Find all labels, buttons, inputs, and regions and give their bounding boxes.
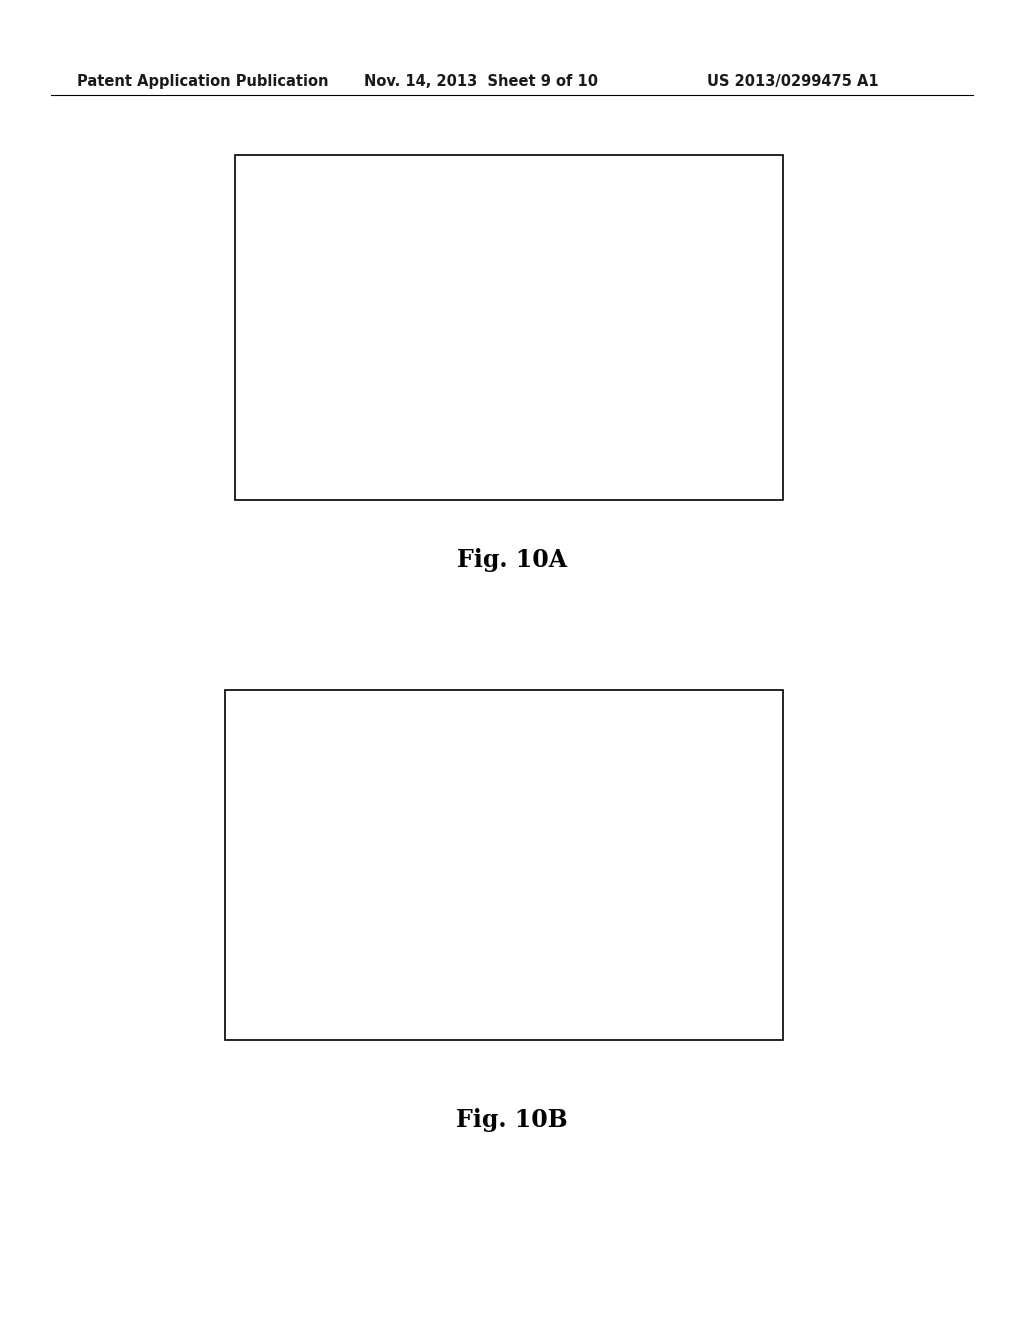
Text: US 2013/0299475 A1: US 2013/0299475 A1 xyxy=(707,74,879,90)
Legend: COMPARATIVE EXAMPLE, EXAMPLE: COMPARATIVE EXAMPLE, EXAMPLE xyxy=(580,203,767,246)
Text: Fig. 10B: Fig. 10B xyxy=(456,1107,568,1133)
Text: Fig. 10A: Fig. 10A xyxy=(457,548,567,572)
X-axis label: TIME [s]: TIME [s] xyxy=(508,471,568,484)
Text: Patent Application Publication: Patent Application Publication xyxy=(77,74,329,90)
Legend: COMPARATIVE EXAMPLE, EXAMPLE: COMPARATIVE EXAMPLE, EXAMPLE xyxy=(580,738,767,780)
Y-axis label: MIDDLE TORCH HEIGHT [mm]: MIDDLE TORCH HEIGHT [mm] xyxy=(260,222,273,417)
Title: COMPARISON OF TORCH HEIGHT OF WEAVING CENTER: COMPARISON OF TORCH HEIGHT OF WEAVING CE… xyxy=(336,178,740,191)
Text: Nov. 14, 2013  Sheet 9 of 10: Nov. 14, 2013 Sheet 9 of 10 xyxy=(364,74,598,90)
X-axis label: TIME [s]: TIME [s] xyxy=(503,1011,563,1024)
Y-axis label: AVERAGE TORCH HEIGHT [mm]: AVERAGE TORCH HEIGHT [mm] xyxy=(251,755,263,960)
Title: COMPARISON OF AVERAGE TORCH HEIGHT: COMPARISON OF AVERAGE TORCH HEIGHT xyxy=(375,714,691,727)
